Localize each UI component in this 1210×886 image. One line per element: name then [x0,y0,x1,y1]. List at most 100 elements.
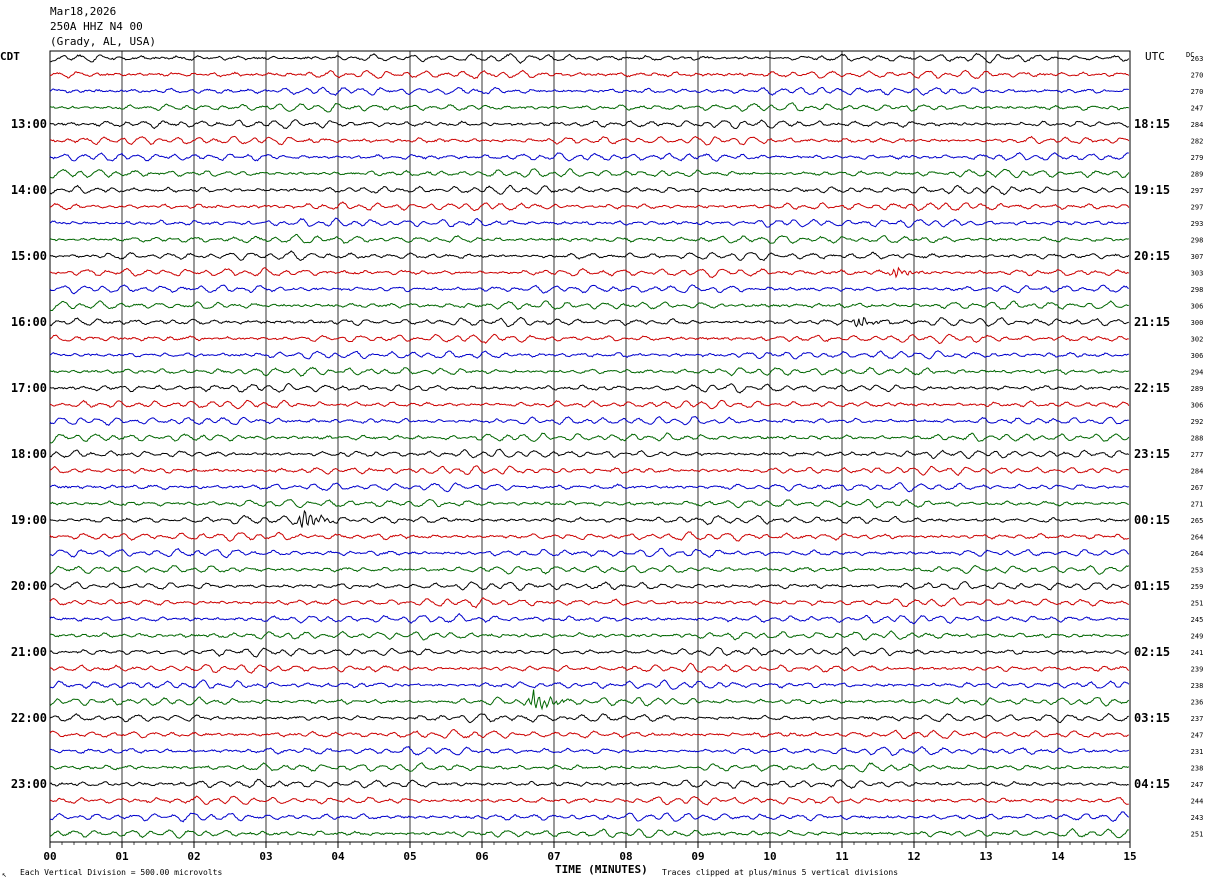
left-hour-label: 16:00 [11,315,47,329]
dc-offset-label: 251 [1191,600,1204,608]
seismic-trace [49,119,1130,130]
dc-offset-label: 245 [1191,616,1204,624]
seismic-trace [49,300,1129,312]
dc-offset-label: 264 [1191,550,1204,558]
left-hour-label: 18:00 [11,447,47,461]
seismic-trace [49,795,1129,806]
seismic-trace [49,350,1129,360]
right-hour-label: 04:15 [1134,777,1170,791]
dc-offset-label: 241 [1191,649,1204,657]
left-hour-label: 13:00 [11,117,47,131]
dc-offset-label: 277 [1191,451,1204,459]
corner-mark-icon: ↖ [2,870,7,879]
dc-offset-label: 238 [1191,765,1204,773]
seismic-trace [49,465,1129,476]
seismic-trace [49,689,1130,711]
dc-offset-label: 306 [1191,402,1204,410]
left-hour-label: 19:00 [11,513,47,527]
dc-offset-label: 253 [1191,567,1204,575]
dc-offset-label: 306 [1191,303,1204,311]
seismic-trace [49,531,1129,542]
seismic-trace [49,448,1130,460]
seismic-trace [49,509,1130,528]
dc-offset-label: 294 [1191,369,1204,377]
x-tick-label: 00 [43,850,56,863]
seismic-trace [49,811,1130,823]
x-tick-label: 05 [403,850,416,863]
x-tick-label: 15 [1123,850,1136,863]
right-hour-label: 03:15 [1134,711,1170,725]
seismic-trace [49,482,1129,493]
x-tick-label: 11 [835,850,849,863]
dc-offset-label: 279 [1191,154,1204,162]
dc-offset-label: 306 [1191,352,1204,360]
x-tick-label: 14 [1051,850,1065,863]
dc-offset-label: 243 [1191,814,1204,822]
seismic-trace [49,498,1129,509]
right-hour-label: 00:15 [1134,513,1170,527]
dc-offset-label: 284 [1191,468,1204,476]
seismic-trace [49,416,1129,427]
x-tick-label: 12 [907,850,920,863]
seismic-trace [49,86,1129,97]
seismic-trace [49,201,1130,212]
x-tick-label: 03 [259,850,272,863]
seismic-trace [49,69,1130,80]
dc-offset-label: 270 [1191,72,1204,80]
right-hour-label: 02:15 [1134,645,1170,659]
dc-offset-label: 300 [1191,319,1204,327]
dc-offset-label: 259 [1191,583,1204,591]
dc-offset-label: 247 [1191,732,1204,740]
seismic-trace [49,827,1129,839]
right-hour-label: 21:15 [1134,315,1170,329]
dc-offset-label: 238 [1191,682,1204,690]
seismic-trace [49,266,1130,279]
x-tick-label: 09 [691,850,704,863]
seismic-trace [49,662,1130,674]
x-tick-label: 06 [475,850,489,863]
dc-offset-label: 292 [1191,418,1204,426]
x-tick-label: 04 [331,850,345,863]
location-label: (Grady, AL, USA) [50,35,156,48]
right-timezone-label: UTC [1145,50,1165,63]
right-hour-label: 18:15 [1134,117,1170,131]
dc-offset-label: 265 [1191,517,1204,525]
minute-gridlines [49,50,1131,848]
dc-offset-label: 303 [1191,270,1204,278]
seismic-trace [49,581,1130,591]
seismic-trace [49,432,1130,444]
seismic-trace [49,333,1129,345]
dc-offset-label: 247 [1191,105,1204,113]
right-hour-label: 23:15 [1134,447,1170,461]
dc-offset-label: 282 [1191,138,1204,146]
dc-offset-label: 288 [1191,435,1204,443]
seismic-trace [49,151,1129,162]
left-timezone-label: CDT [0,50,20,63]
station-label: 250A HHZ N4 00 [50,20,143,33]
seismic-trace [49,597,1130,609]
seismic-trace [49,612,1129,625]
dc-offset-label: 297 [1191,187,1204,195]
seismic-trace [49,102,1129,113]
dc-offset-label: 271 [1191,501,1204,509]
seismic-trace [49,250,1130,262]
left-hour-label: 23:00 [11,777,47,791]
seismic-trace [49,564,1130,575]
dc-offset-label: 249 [1191,633,1204,641]
seismic-trace [49,52,1130,64]
dc-offset-label: 231 [1191,748,1204,756]
left-hour-label: 21:00 [11,645,47,659]
seismic-trace [49,382,1129,394]
x-tick-label: 01 [115,850,129,863]
seismic-trace [49,184,1129,196]
seismic-trace [49,168,1130,179]
seismic-trace [49,679,1130,690]
left-hour-label: 22:00 [11,711,47,725]
left-hour-label: 17:00 [11,381,47,395]
seismic-trace [49,712,1129,724]
dc-offset-label: 284 [1191,121,1204,129]
right-hour-label: 22:15 [1134,381,1170,395]
dc-offset-label: 267 [1191,484,1204,492]
dc-offset-label: 264 [1191,534,1204,542]
date-label: Mar18,2026 [50,5,117,18]
